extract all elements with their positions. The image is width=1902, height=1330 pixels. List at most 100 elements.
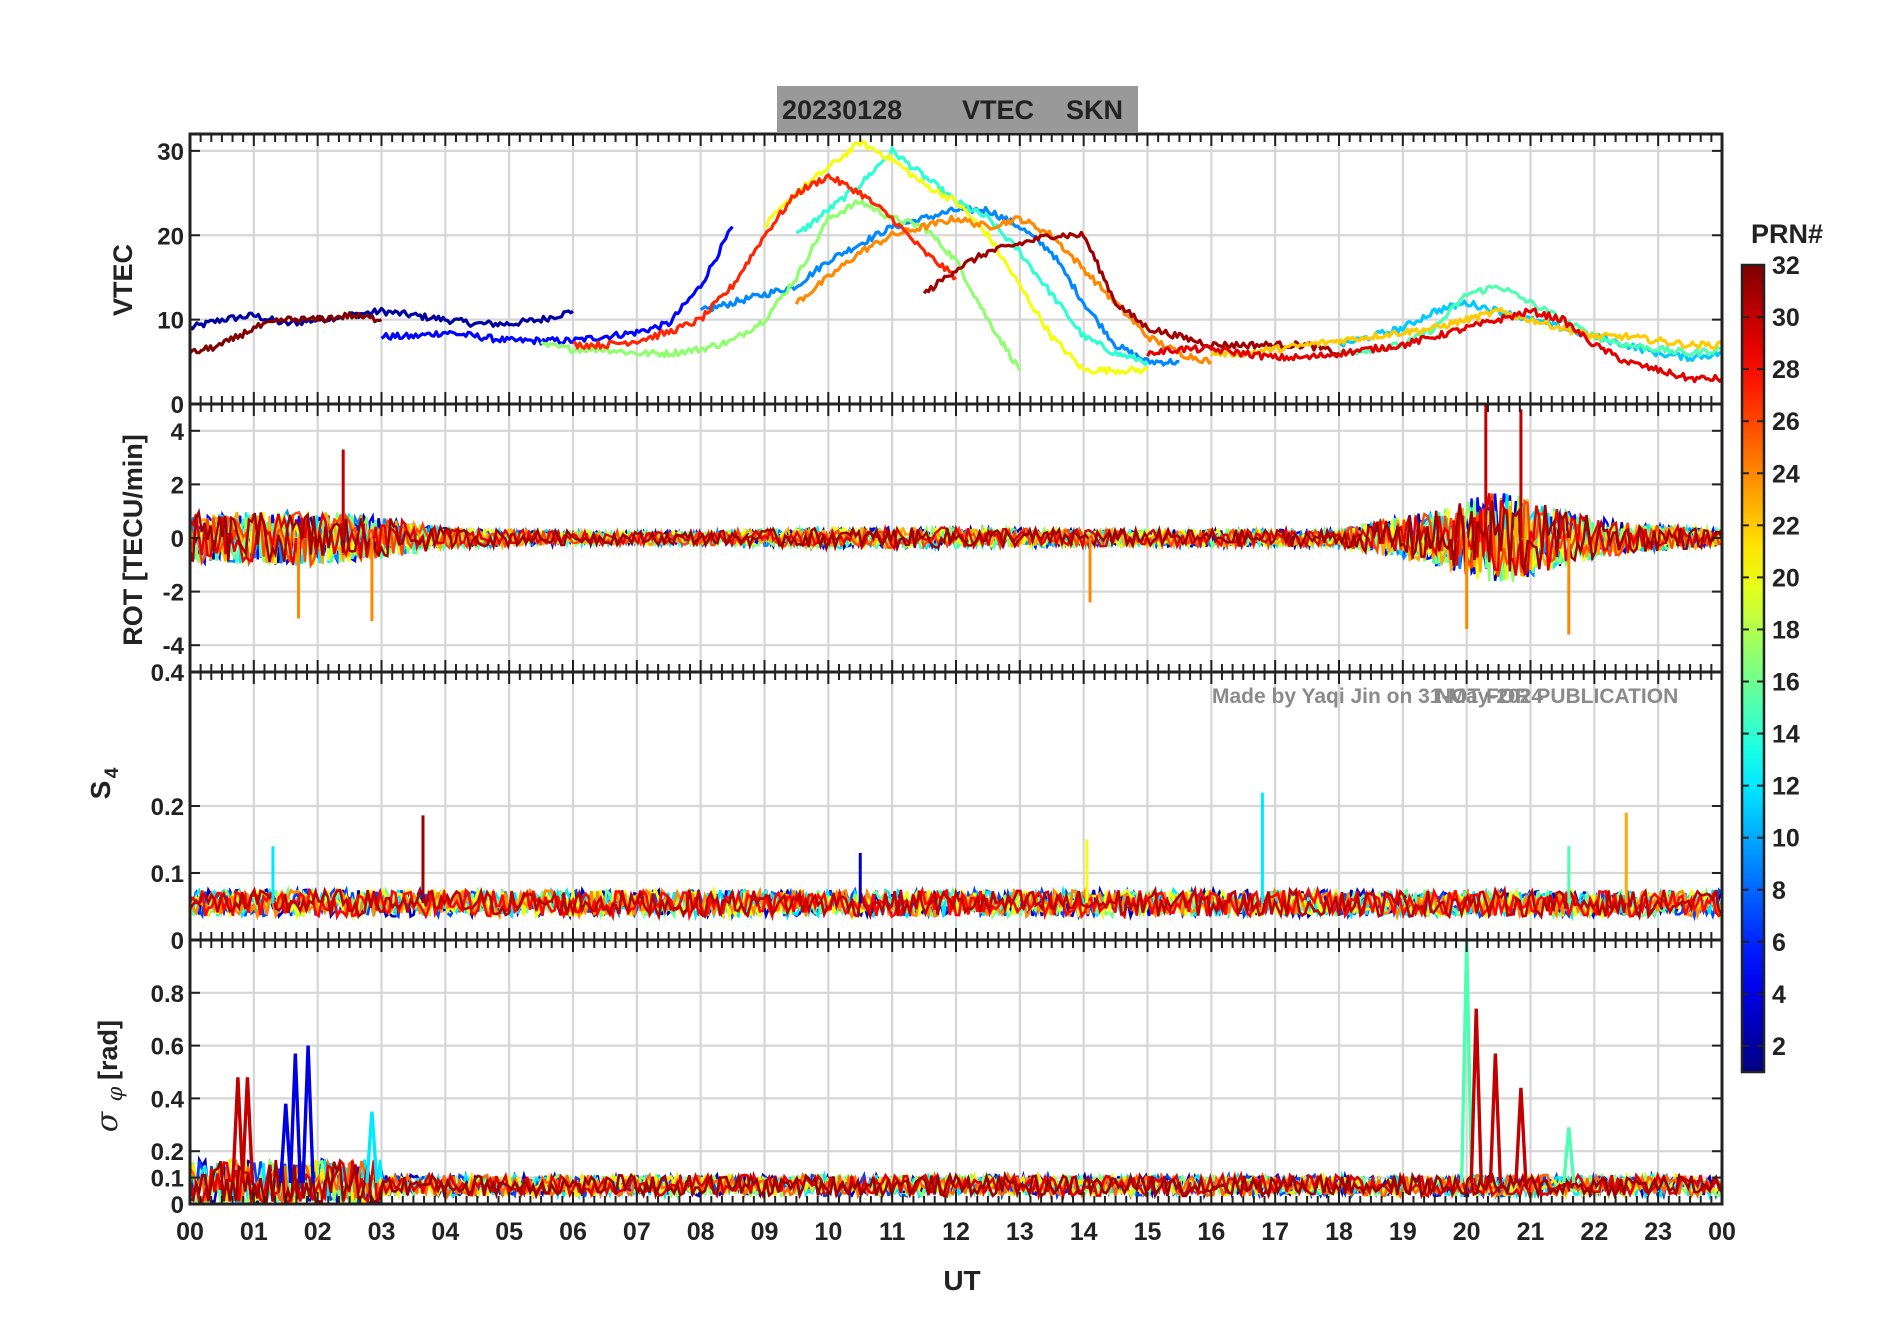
y-tick-label: 0 (171, 526, 184, 553)
vtec-series-prn-17 (540, 199, 1022, 371)
plot-area (190, 940, 1722, 1204)
sigma-spike (301, 1045, 315, 1183)
colorbar-tick-label: 6 (1772, 929, 1786, 957)
s4-series-prn-28 (190, 885, 1722, 922)
y-tick-label: 20 (157, 223, 184, 250)
x-tick-label: 20 (1453, 1218, 1481, 1246)
y-tick-label: 0 (171, 1192, 184, 1219)
sigma-spike (1469, 1008, 1483, 1183)
x-tick-label: 14 (1070, 1218, 1098, 1246)
colorbar-tick-label: 30 (1772, 304, 1800, 332)
x-tick-label: 21 (1517, 1218, 1545, 1246)
y-tick-label: 30 (157, 139, 184, 166)
title-bar-bg (777, 86, 1138, 132)
colorbar-tick-label: 20 (1772, 564, 1800, 592)
x-ticks (189, 672, 1723, 940)
rot-panel: -4 -2 0 2 4 (163, 402, 1724, 674)
title-date: 20230128 (782, 95, 902, 125)
x-tick-label: 19 (1389, 1218, 1417, 1246)
x-tick-label: 01 (240, 1218, 268, 1246)
vtec-ylabel: VTEC (108, 244, 138, 316)
vtec-series-prn-20 (763, 139, 1149, 376)
y-tick-label: 0.1 (151, 1166, 184, 1193)
y-tick-label: 0 (171, 392, 184, 419)
y-tick-labels: 00.10.2 0.4 0.6 0.8 (151, 981, 185, 1219)
s4-ylabel-main: S (85, 781, 116, 800)
sigma-spike (231, 1077, 245, 1183)
sigma-series-prn-31 (190, 1159, 1722, 1204)
phi-glyph: φ (103, 1086, 127, 1101)
x-tick-label: 02 (304, 1218, 332, 1246)
colorbar-title: PRN# (1751, 219, 1823, 249)
sigma-ylabel: σ φ [rad] (90, 1020, 127, 1132)
x-tick-label: 11 (879, 1218, 906, 1246)
sigma-glyph: σ (90, 1110, 125, 1132)
x-ticks (189, 940, 1723, 1204)
colorbar-tick-label: 2 (1772, 1033, 1786, 1061)
x-tick-label: 15 (1134, 1218, 1162, 1246)
colorbar-tick-label: 12 (1772, 773, 1800, 801)
x-tick-label: 09 (751, 1218, 779, 1246)
rot-ylabel: ROT [TECU/min] (118, 434, 148, 645)
colorbar-tick-label: 32 (1772, 252, 1800, 280)
sigma-spike (1514, 1087, 1528, 1183)
x-tick-label: 16 (1197, 1218, 1225, 1246)
vtec-series-prn-29 (1146, 307, 1722, 384)
x-tick-label: 06 (559, 1218, 587, 1246)
axes-frame: 0 10 20 30 (157, 132, 1724, 419)
s4-ylabel: S 4 (85, 767, 123, 799)
x-tick-label: 00 (176, 1218, 204, 1246)
colorbar-tick-label: 24 (1772, 460, 1800, 488)
sigma-spike (1459, 940, 1474, 1183)
title-bar: 20230128 VTEC SKN (777, 86, 1138, 132)
y-tick-label: -2 (163, 580, 184, 607)
y-tick-label: 0.4 (151, 1086, 185, 1113)
x-tick-label: 08 (687, 1218, 715, 1246)
plot-area (190, 404, 1722, 635)
y-tick-labels: -4 -2 0 2 4 (163, 419, 185, 660)
title-product: VTEC (962, 95, 1034, 125)
sigma-spike (240, 1077, 255, 1183)
x-tick-label: 12 (942, 1218, 970, 1246)
y-tick-label: 10 (157, 308, 184, 335)
x-tick-label: 05 (495, 1218, 523, 1246)
sigma-spike (1562, 1127, 1576, 1184)
s4-series-prn-30 (190, 885, 1722, 921)
sigma-spike (279, 1103, 293, 1183)
colorbar-tick-label: 10 (1772, 825, 1800, 853)
y-tick-label: 0.2 (151, 1139, 184, 1166)
vtec-series-prn-32 (190, 311, 383, 355)
y-tick-labels: 0 10 20 30 (157, 139, 184, 419)
y-tick-label: 4 (171, 419, 185, 446)
y-tick-label: 0.6 (151, 1034, 184, 1061)
sigma-spike (1488, 1053, 1503, 1183)
colorbar-tick-label: 18 (1772, 616, 1800, 644)
vtec-panel: 0 10 20 30 (157, 132, 1724, 419)
colorbar-tick-label: 4 (1772, 981, 1786, 1009)
watermark-credit: Made by Yaqi Jin on 31-May-2024 (1212, 685, 1543, 708)
x-tick-label: 13 (1006, 1218, 1034, 1246)
x-tick-label: 22 (1580, 1218, 1608, 1246)
x-tick-label: 03 (368, 1218, 396, 1246)
x-tick-label: 04 (431, 1218, 459, 1246)
colorbar-tick-label: 26 (1772, 408, 1800, 436)
y-tick-labels: 0 0.1 0.2 0.4 (151, 660, 185, 955)
sigma-spike (365, 1111, 379, 1183)
plot-area (190, 792, 1722, 922)
x-tick-label: 00 (1708, 1218, 1736, 1246)
y-tick-label: 2 (171, 472, 184, 499)
vtec-series-prn-31 (922, 230, 1340, 356)
y-tick-label: 0.2 (151, 794, 184, 821)
y-tick-label: 0.4 (151, 660, 185, 687)
y-tick-label: 0 (171, 928, 184, 955)
colorbar-gradient (1740, 263, 1766, 1074)
x-tick-label: 07 (623, 1218, 651, 1246)
vtec-series-prn-24 (794, 214, 1213, 365)
sigma-ylabel-unit: [rad] (93, 1020, 123, 1080)
x-tick-label: 18 (1325, 1218, 1353, 1246)
title-station: SKN (1066, 95, 1123, 125)
axes-frame: 00.10.2 0.4 0.6 0.8 (151, 938, 1724, 1219)
x-tick-label: 23 (1644, 1218, 1672, 1246)
